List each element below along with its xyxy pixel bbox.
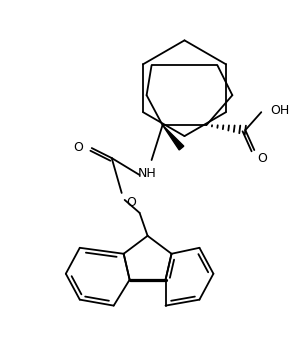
- Text: NH: NH: [138, 167, 157, 180]
- Text: O: O: [127, 196, 136, 209]
- Polygon shape: [163, 125, 184, 150]
- Text: O: O: [257, 152, 267, 165]
- Text: O: O: [73, 140, 83, 154]
- Text: OH: OH: [270, 104, 290, 117]
